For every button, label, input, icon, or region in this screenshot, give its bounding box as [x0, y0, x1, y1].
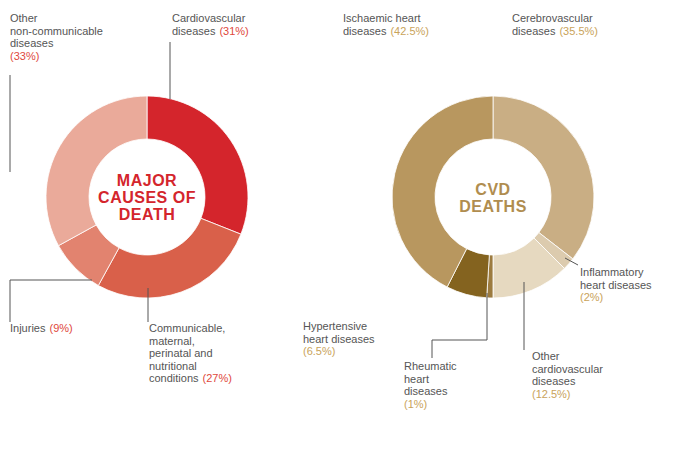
- value-label: (31%): [219, 25, 248, 37]
- category-name: Other: [532, 350, 560, 362]
- value-label: (9%): [49, 322, 72, 334]
- category-name: conditions: [149, 372, 199, 384]
- value-label: (6.5%): [303, 345, 335, 357]
- page: {"chart_data": [ {"type": "donut", "titl…: [0, 0, 680, 453]
- slice: [493, 238, 564, 298]
- slice-label: Other: [532, 350, 560, 362]
- category-name: diseases: [512, 25, 556, 37]
- slice-label: perinatal and: [149, 347, 213, 359]
- slice-label: heart diseases: [580, 279, 652, 291]
- category-name: Rheumatic: [404, 360, 457, 372]
- slice-label: nutritional: [149, 360, 197, 372]
- category-name: heart diseases: [580, 279, 652, 291]
- category-name: Communicable,: [149, 322, 225, 334]
- slice-label: cardiovascular: [532, 363, 603, 375]
- slice-label: Hypertensive: [303, 320, 367, 332]
- slice-label: heart diseases: [303, 333, 375, 345]
- donut-chart: MAJORCAUSES OFDEATHCardiovasculardisease…: [10, 12, 249, 384]
- center-title: DEATHS: [459, 198, 527, 215]
- slice: [98, 218, 241, 298]
- slice-label: Inflammatory: [580, 266, 644, 278]
- slices: [392, 96, 594, 298]
- value-label: (35.5%): [559, 25, 598, 37]
- donut-chart: CVDDEATHSCerebrovasculardiseases(35.5%)I…: [303, 12, 652, 410]
- slice: [493, 96, 594, 259]
- slice-label: conditions (27%): [149, 372, 232, 384]
- category-name: perinatal and: [149, 347, 213, 359]
- category-name: diseases: [172, 25, 216, 37]
- center-title: CVD: [475, 181, 510, 198]
- category-name: nutritional: [149, 360, 197, 372]
- slice: [46, 96, 147, 246]
- value-label: (42.5%): [390, 25, 429, 37]
- slice-label: diseases(42.5%): [343, 25, 429, 37]
- category-name: diseases: [404, 385, 448, 397]
- leader-line: [524, 282, 525, 350]
- center-title: MAJOR: [117, 172, 177, 189]
- value-label: (12.5%): [532, 388, 571, 400]
- category-name: heart: [404, 373, 429, 385]
- chart-canvas: MAJORCAUSES OFDEATHCardiovasculardisease…: [0, 0, 680, 453]
- slice-label: Communicable,: [149, 322, 225, 334]
- slice-label: diseases(31%): [172, 25, 249, 37]
- slice-label: diseases: [10, 37, 54, 49]
- value-label: (33%): [10, 50, 39, 62]
- slice-label: Cerebrovascular: [512, 12, 593, 24]
- slice-label: Cardiovascular: [172, 12, 246, 24]
- leader-line: [565, 258, 578, 265]
- leader-line: [10, 75, 11, 172]
- slice-label: diseases: [404, 385, 448, 397]
- category-name: Inflammatory: [580, 266, 644, 278]
- slice-label: Injuries(9%): [10, 322, 73, 334]
- slice-label: Other: [10, 12, 38, 24]
- slice-label: Ischaemic heart: [343, 12, 421, 24]
- slice-label: heart: [404, 373, 429, 385]
- slice-label: maternal,: [149, 335, 195, 347]
- slice-label: diseases(35.5%): [512, 25, 598, 37]
- category-name: non-communicable: [10, 25, 103, 37]
- slice-label: Rheumatic: [404, 360, 457, 372]
- category-name: maternal,: [149, 335, 195, 347]
- category-name: diseases: [10, 37, 54, 49]
- category-name: Ischaemic heart: [343, 12, 421, 24]
- category-name: Cerebrovascular: [512, 12, 593, 24]
- category-name: Other: [10, 12, 38, 24]
- category-name: heart diseases: [303, 333, 375, 345]
- value-label: (1%): [404, 398, 427, 410]
- category-name: Cardiovascular: [172, 12, 246, 24]
- leader-line: [170, 42, 171, 99]
- category-name: cardiovascular: [532, 363, 603, 375]
- category-name: Injuries: [10, 322, 46, 334]
- slice-label: diseases: [532, 375, 576, 387]
- slices: [46, 96, 248, 298]
- value-label: (2%): [580, 291, 603, 303]
- category-name: diseases: [532, 375, 576, 387]
- leader-line: [148, 288, 149, 322]
- category-name: Hypertensive: [303, 320, 367, 332]
- leader-line: [10, 280, 92, 322]
- center-title: DEATH: [119, 206, 175, 223]
- slice-label: non-communicable: [10, 25, 103, 37]
- value-label: (27%): [203, 372, 232, 384]
- leader-line: [432, 293, 487, 358]
- center-title: CAUSES OF: [98, 189, 196, 206]
- category-name: diseases: [343, 25, 387, 37]
